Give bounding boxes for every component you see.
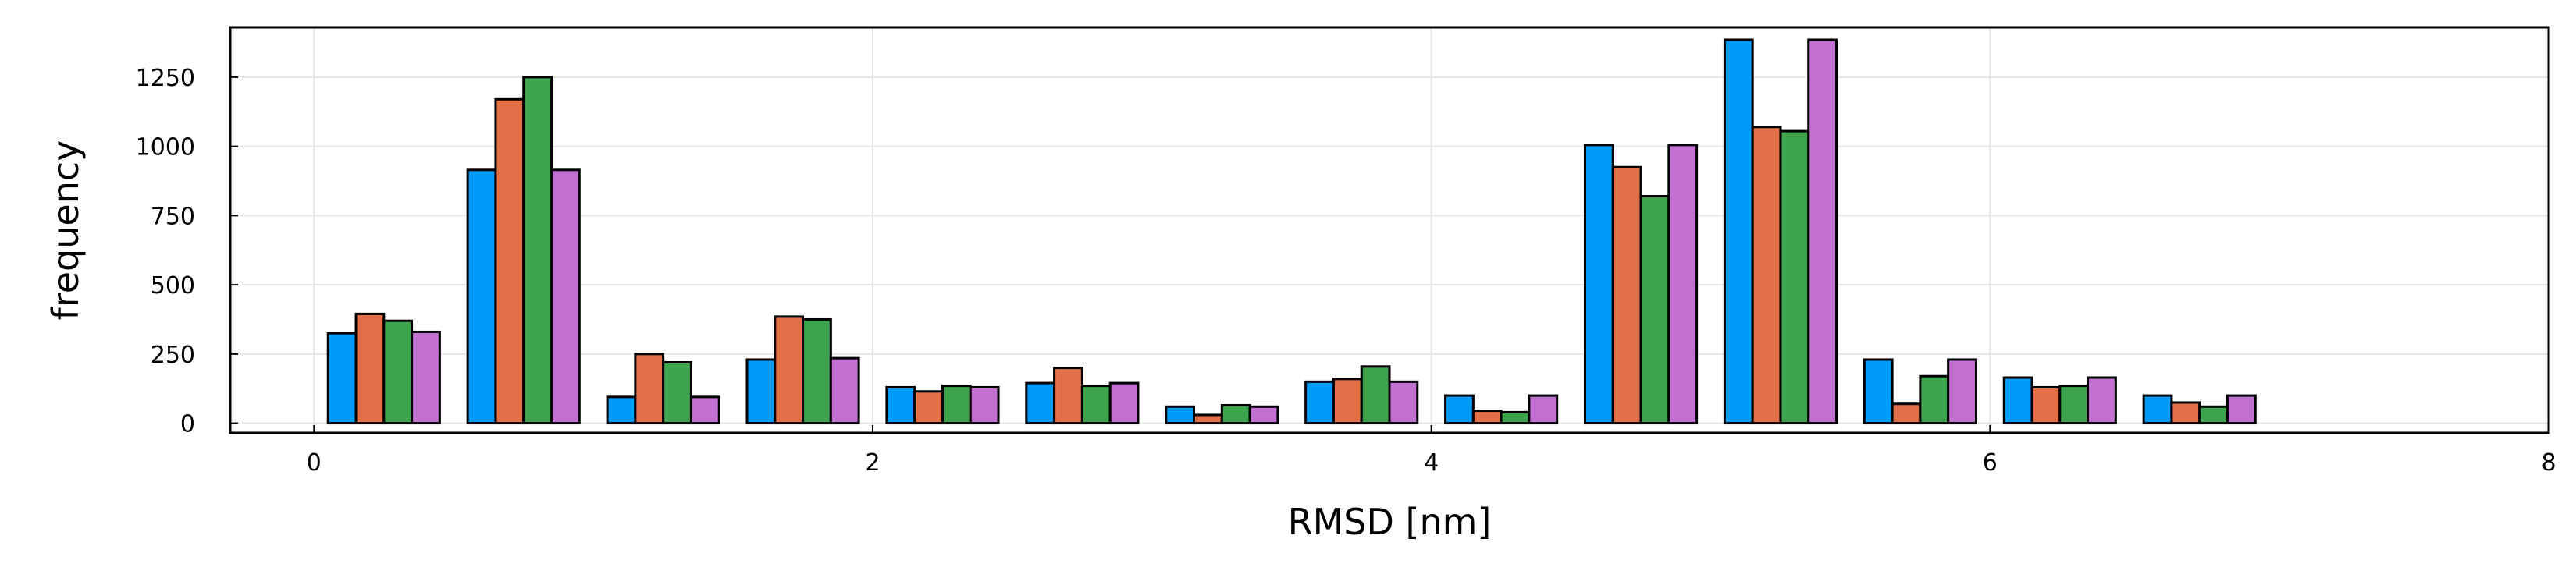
y-tick-label: 500 xyxy=(151,272,195,300)
bar-series-3-bin-4 xyxy=(802,317,832,425)
bar-series-3-bin-5 xyxy=(941,385,972,425)
bar-series-1-bin-6 xyxy=(1025,381,1056,425)
bar-series-1-bin-13 xyxy=(2002,376,2033,425)
bar-series-1-bin-3 xyxy=(606,395,637,425)
bar-series-2-bin-8 xyxy=(1332,378,1363,425)
x-tick-label: 2 xyxy=(865,449,880,477)
bar-series-3-bin-14 xyxy=(2198,405,2229,425)
x-tick-label: 4 xyxy=(1424,449,1439,477)
bar-series-4-bin-10 xyxy=(1667,144,1699,425)
bar-series-4-bin-8 xyxy=(1388,380,1419,425)
bar-series-4-bin-12 xyxy=(1947,358,1977,425)
x-tick-label: 0 xyxy=(307,449,322,477)
bar-series-1-bin-4 xyxy=(745,358,777,425)
bar-series-3-bin-2 xyxy=(522,76,553,425)
bar-series-2-bin-11 xyxy=(1751,126,1782,425)
bar-series-1-bin-14 xyxy=(2142,394,2173,425)
bar-series-1-bin-5 xyxy=(885,385,916,425)
bar-series-3-bin-13 xyxy=(2058,385,2090,425)
x-axis-label: RMSD [nm] xyxy=(1288,501,1492,543)
bar-series-3-bin-8 xyxy=(1360,365,1391,425)
bar-series-4-bin-9 xyxy=(1528,394,1559,425)
x-axis-ticks: 0 2 4 6 8 xyxy=(307,425,2556,477)
bar-series-2-bin-5 xyxy=(913,390,944,425)
bar-series-4-bin-2 xyxy=(550,168,581,425)
bar-series-4-bin-7 xyxy=(1248,405,1279,425)
bar-series-3-bin-10 xyxy=(1639,195,1670,425)
bar-series-4-bin-11 xyxy=(1807,38,1838,425)
bar-series-2-bin-6 xyxy=(1053,367,1083,425)
bar-series-1-bin-1 xyxy=(326,332,358,425)
bar-series-3-bin-7 xyxy=(1220,404,1251,425)
bar-series-2-bin-13 xyxy=(2030,385,2062,425)
y-tick-label: 750 xyxy=(151,203,195,230)
bar-series-1-bin-8 xyxy=(1304,380,1335,425)
bar-series-1-bin-12 xyxy=(1863,358,1894,425)
bar-series-1-bin-2 xyxy=(466,168,497,425)
bar-series-2-bin-10 xyxy=(1611,165,1642,425)
bar-series-2-bin-4 xyxy=(774,315,805,425)
y-axis-ticks: 0 250 500 750 1000 1250 xyxy=(136,65,238,438)
bar-series-3-bin-1 xyxy=(382,319,414,425)
x-tick-label: 6 xyxy=(1983,449,1998,477)
x-tick-label: 8 xyxy=(2541,449,2556,477)
bar-series-3-bin-12 xyxy=(1919,374,1950,425)
bar-series-3-bin-3 xyxy=(662,360,692,425)
bar-series-3-bin-6 xyxy=(1080,385,1112,425)
bar-series-2-bin-7 xyxy=(1193,413,1223,425)
bar-series-4-bin-13 xyxy=(2087,376,2117,425)
bar-series-2-bin-12 xyxy=(1891,402,1922,425)
bar-series-1-bin-11 xyxy=(1723,38,1754,425)
bar-series-3-bin-9 xyxy=(1500,410,1531,425)
y-tick-label: 1000 xyxy=(136,134,195,161)
y-tick-label: 0 xyxy=(180,411,195,438)
bar-series-1-bin-9 xyxy=(1444,394,1475,425)
bar-series-4-bin-14 xyxy=(2226,394,2257,425)
bar-series-1-bin-10 xyxy=(1583,144,1614,425)
bar-series-4-bin-4 xyxy=(829,356,860,425)
bar-series-4-bin-3 xyxy=(689,395,720,425)
bar-series-2-bin-3 xyxy=(634,353,665,425)
bar-series-2-bin-14 xyxy=(2170,401,2201,425)
y-tick-label: 250 xyxy=(151,342,195,369)
bar-series xyxy=(326,38,2257,425)
bar-series-2-bin-1 xyxy=(354,312,386,425)
bar-series-4-bin-6 xyxy=(1108,381,1140,425)
bar-series-2-bin-2 xyxy=(494,98,525,425)
bar-series-4-bin-5 xyxy=(969,385,1000,425)
y-tick-label: 1250 xyxy=(136,65,195,92)
bar-series-2-bin-9 xyxy=(1471,410,1503,425)
y-axis-label: frequency xyxy=(44,140,87,321)
plot-frame xyxy=(229,26,2550,434)
bar-series-4-bin-1 xyxy=(411,330,441,425)
bar-series-1-bin-7 xyxy=(1165,405,1196,425)
bar-series-3-bin-11 xyxy=(1779,129,1810,425)
